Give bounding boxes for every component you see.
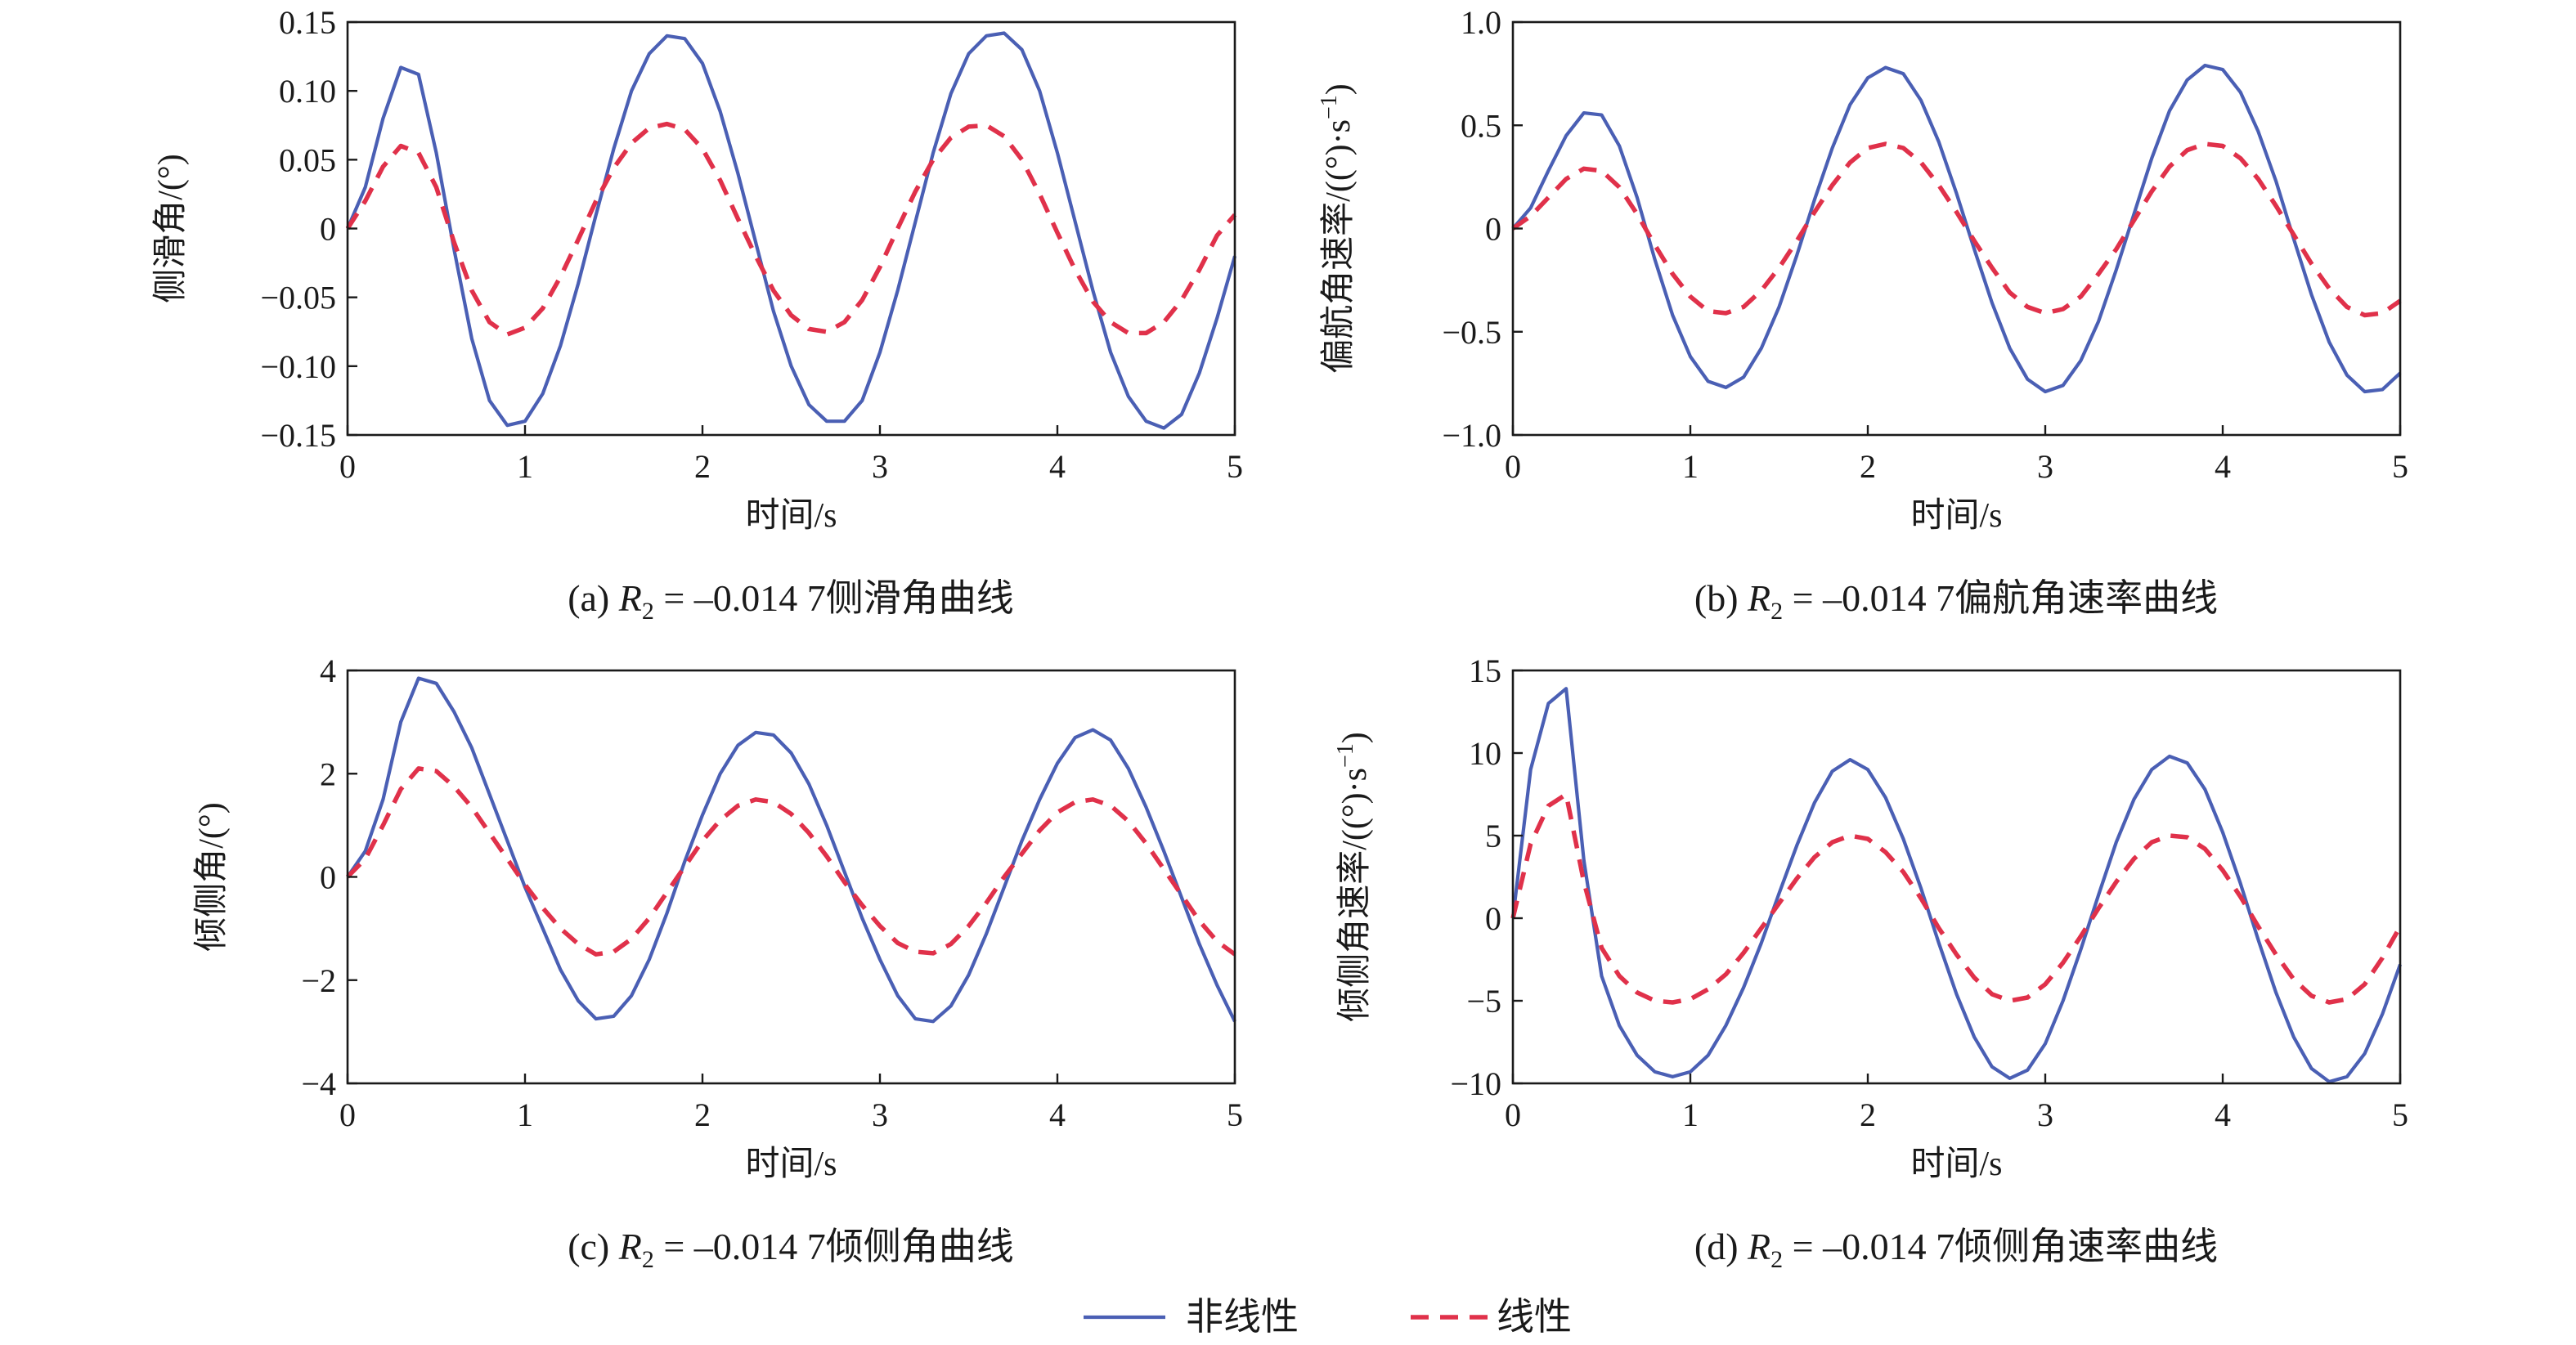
y-tick-label: 15 — [1469, 652, 1501, 689]
y-tick-label: 0.05 — [279, 141, 336, 178]
x-tick-label: 0 — [1505, 448, 1521, 485]
panel-caption: (c) R2 = –0.014 7倾侧角曲线 — [568, 1226, 1014, 1273]
x-tick-label: 2 — [1860, 448, 1876, 485]
y-tick-label: −0.10 — [260, 348, 336, 385]
y-tick-label: 10 — [1469, 735, 1501, 772]
panel-caption: (d) R2 = –0.014 7倾侧角速率曲线 — [1694, 1226, 2218, 1273]
x-axis-label: 时间/s — [1910, 497, 2002, 535]
y-tick-label: −1.0 — [1442, 417, 1501, 454]
x-tick-label: 5 — [1227, 448, 1243, 485]
x-axis-label: 时间/s — [745, 1145, 837, 1183]
y-axis-label: 侧滑角/(°) — [152, 154, 190, 303]
chart-panel-a: 0 1 2 3 4 5 −0.15 −0.10 −0.05 0 0.05 0.10 0.15 时间/s 侧滑… — [152, 4, 1243, 625]
legend-label-linear: 线性 — [1497, 1296, 1572, 1338]
series-line-linear — [346, 766, 1236, 957]
x-tick-label: 0 — [339, 1096, 356, 1133]
x-tick-label: 1 — [1682, 1096, 1699, 1133]
x-tick-label: 4 — [1049, 448, 1066, 485]
x-tick-label: 3 — [2037, 448, 2053, 485]
y-tick-label: −10 — [1450, 1065, 1501, 1102]
chart-panel-c: 0 1 2 3 4 5 −4 −2 0 2 4 时间/s 倾侧角/(°) (c) R2 = –0.014 … — [193, 652, 1243, 1273]
x-tick-label: 5 — [1227, 1096, 1243, 1133]
x-tick-label: 2 — [694, 448, 711, 485]
x-tick-label: 5 — [2392, 448, 2408, 485]
y-tick-label: 0 — [320, 859, 336, 896]
series-line-linear — [345, 121, 1237, 337]
panel-caption: (b) R2 = –0.014 7偏航角速率曲线 — [1694, 577, 2218, 625]
y-tick-label: −0.5 — [1442, 314, 1501, 351]
y-tick-label: 0.10 — [279, 73, 336, 110]
y-tick-label: 0 — [1485, 900, 1501, 937]
axes-frame — [346, 669, 1236, 1085]
series-line-linear — [1511, 141, 2402, 318]
series-line-nonlinear — [346, 31, 1237, 430]
axes-frame — [1511, 669, 2402, 1085]
y-tick-label: 5 — [1485, 818, 1501, 854]
y-axis-label: 偏航角速率/((°)·s−1) — [1317, 83, 1358, 374]
x-tick-label: 2 — [694, 1096, 711, 1133]
x-tick-label: 4 — [2215, 1096, 2231, 1133]
series-line-nonlinear — [1511, 63, 2402, 394]
x-tick-label: 3 — [2037, 1096, 2053, 1133]
y-tick-label: 0.5 — [1461, 107, 1501, 144]
chart-panel-b: 0 1 2 3 4 5 −1.0 −0.5 0 0.5 1.0 时间/s 偏航角速率/((°)·s−1)… — [1317, 4, 2408, 625]
x-tick-label: 4 — [2215, 448, 2231, 485]
x-tick-label: 0 — [339, 448, 356, 485]
y-tick-label: −4 — [301, 1065, 336, 1102]
x-tick-label: 1 — [517, 1096, 533, 1133]
x-axis-label: 时间/s — [745, 497, 837, 535]
x-tick-label: 1 — [1682, 448, 1699, 485]
y-tick-label: 4 — [320, 652, 336, 689]
y-tick-label: 0.15 — [279, 4, 336, 41]
y-tick-label: 0 — [1485, 211, 1501, 248]
legend-label-nonlinear: 非线性 — [1186, 1296, 1299, 1338]
y-tick-label: 2 — [320, 755, 336, 792]
y-tick-label: −0.15 — [260, 417, 336, 454]
y-tick-label: −0.05 — [260, 280, 336, 316]
x-tick-label: 3 — [872, 448, 888, 485]
x-tick-label: 5 — [2392, 1096, 2408, 1133]
legend: 非线性 线性 — [1084, 1296, 1572, 1338]
y-tick-label: −5 — [1466, 983, 1501, 1020]
panels: 0 1 2 3 4 5 −0.15 −0.10 −0.05 0 0.05 0.10 0.15 时间/s 侧滑… — [152, 4, 2408, 1273]
x-tick-label: 1 — [517, 448, 533, 485]
chart-panel-d: 0 1 2 3 4 5 −10 −5 0 5 10 15 时间/s 倾侧角速率/((°)·s−1) (d) … — [1333, 652, 2408, 1273]
y-tick-label: −2 — [301, 962, 336, 999]
series-line-nonlinear — [1510, 687, 2402, 1084]
x-tick-label: 0 — [1505, 1096, 1521, 1133]
x-tick-label: 3 — [872, 1096, 888, 1133]
x-tick-label: 4 — [1049, 1096, 1066, 1133]
y-axis-label: 倾侧角速率/((°)·s−1) — [1333, 732, 1374, 1022]
y-tick-label: 1.0 — [1461, 4, 1501, 41]
y-tick-label: 0 — [320, 211, 336, 248]
series-line-nonlinear — [346, 676, 1236, 1024]
y-axis-label: 倾侧角/(°) — [193, 802, 231, 951]
series-line-linear — [1510, 791, 2403, 1005]
panel-caption: (a) R2 = –0.014 7侧滑角曲线 — [568, 577, 1014, 625]
x-axis-label: 时间/s — [1910, 1145, 2002, 1183]
x-tick-label: 2 — [1860, 1096, 1876, 1133]
